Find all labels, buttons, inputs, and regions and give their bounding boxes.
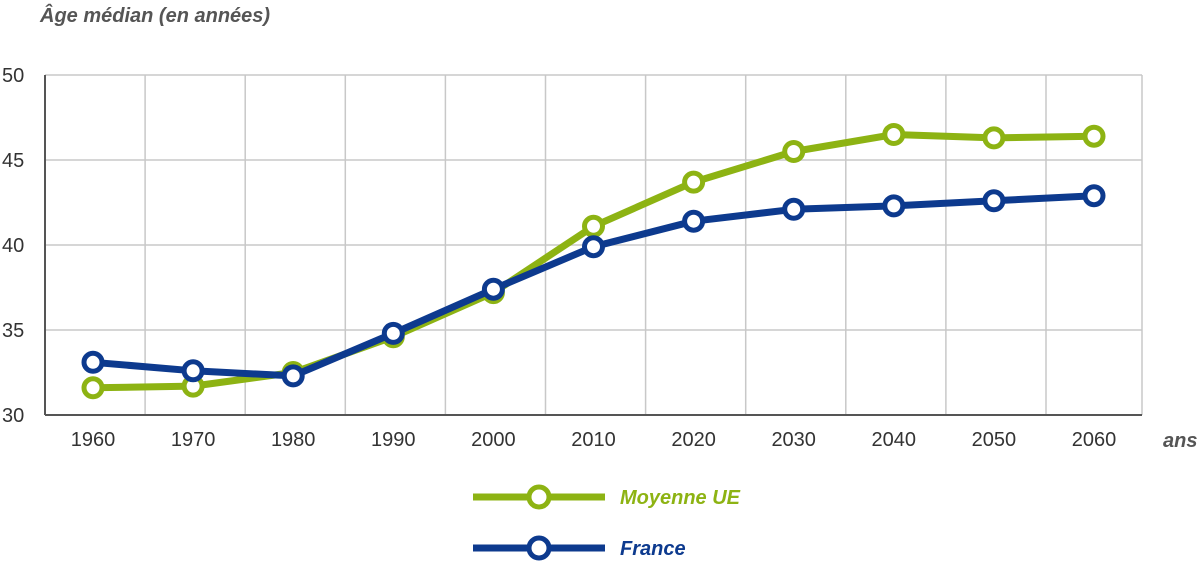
y-axis-ticks: 30 35 40 45 50: [2, 65, 24, 427]
data-point: [281, 364, 305, 388]
legend-item-moyenne-ue: Moyenne UE: [473, 484, 741, 510]
x-tick-label: 1970: [171, 429, 216, 451]
data-point: [782, 140, 806, 163]
y-tick-label: 50: [2, 65, 24, 87]
series-group: [81, 123, 1106, 400]
data-point: [682, 209, 706, 233]
x-tick-label: 2040: [872, 429, 917, 451]
x-tick-label: 1960: [71, 429, 116, 451]
data-point: [682, 170, 706, 194]
legend-label: Moyenne UE: [620, 487, 741, 509]
data-point: [381, 321, 405, 345]
data-point: [481, 277, 505, 301]
y-tick-label: 30: [2, 405, 24, 427]
data-point: [982, 126, 1006, 150]
data-point: [81, 376, 105, 400]
data-point: [582, 235, 605, 259]
series-moyenne-ue: [81, 123, 1106, 400]
data-point: [882, 194, 906, 218]
legend-swatch-marker: [526, 535, 552, 561]
x-tick-label: 2030: [771, 429, 816, 451]
y-tick-label: 40: [2, 235, 24, 257]
y-axis-title: Âge médian (en années): [39, 3, 270, 27]
series-line: [89, 131, 1098, 392]
data-point: [882, 123, 906, 146]
data-point: [582, 214, 605, 238]
x-axis-title: ans: [1163, 430, 1197, 452]
legend-label: France: [620, 538, 686, 560]
data-point: [982, 189, 1006, 213]
data-point: [181, 359, 205, 383]
x-tick-label: 2020: [671, 429, 716, 451]
y-tick-label: 35: [2, 320, 24, 342]
series-france: [81, 184, 1106, 388]
gridlines: [45, 74, 1142, 415]
x-tick-label: 2050: [972, 429, 1017, 451]
plot-frame: [44, 75, 1143, 416]
data-point: [782, 197, 806, 221]
legend-swatch-marker: [526, 484, 552, 510]
legend: Moyenne UE France: [473, 484, 741, 561]
y-tick-label: 45: [2, 150, 24, 172]
x-tick-label: 1990: [371, 429, 416, 451]
x-tick-label: 2000: [471, 429, 516, 451]
legend-item-france: France: [473, 535, 686, 561]
x-tick-label: 2010: [571, 429, 616, 451]
data-point: [1082, 184, 1106, 208]
x-tick-label: 2060: [1072, 429, 1117, 451]
x-tick-label: 1980: [271, 429, 316, 451]
x-axis-ticks: 1960 1970 1980 1990 2000 2010 2020 2030 2040 2050…: [71, 429, 1117, 451]
data-point: [81, 350, 105, 374]
data-point: [1082, 124, 1106, 148]
